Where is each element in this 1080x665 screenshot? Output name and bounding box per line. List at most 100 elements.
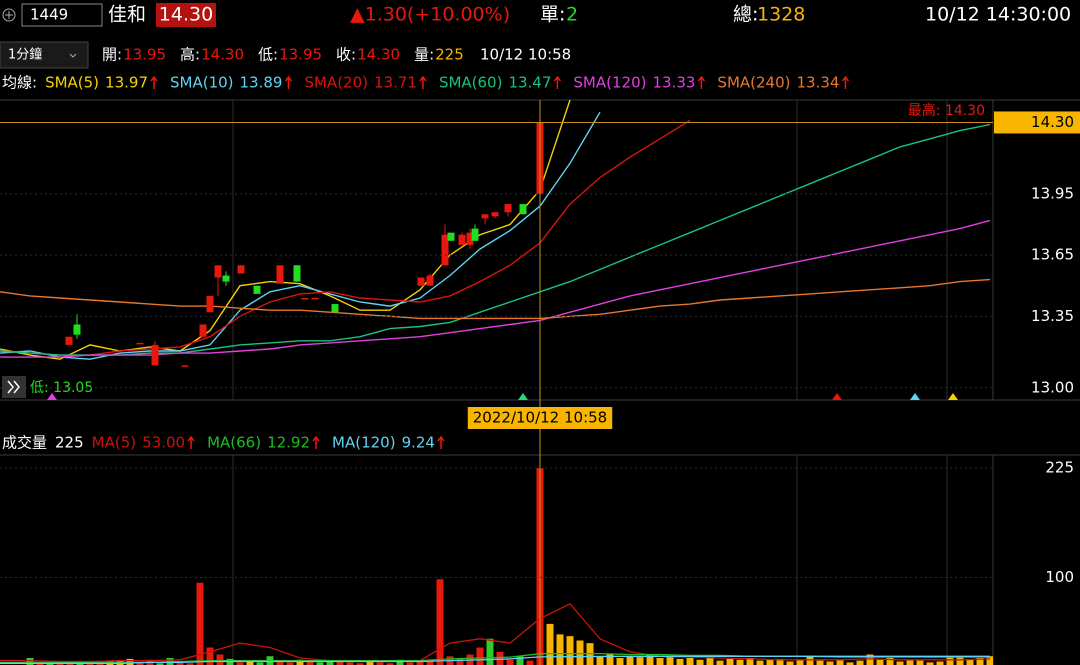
legend-value: 53.00 (142, 434, 185, 452)
volume-bar (616, 658, 624, 665)
volume-bar (136, 662, 144, 665)
legend-name: MA(66) (207, 434, 261, 452)
quote-label: 低: (258, 46, 278, 64)
quote-value: 13.95 (123, 46, 166, 64)
candle-body (181, 365, 189, 367)
y-tick-label: 225 (1045, 459, 1074, 477)
candle-body (237, 265, 245, 274)
candle-body (206, 295, 214, 313)
vertical-grid (232, 100, 948, 665)
change: ▲1.30(+10.00%) (350, 4, 510, 26)
candle-body (136, 342, 144, 345)
quote-label: 量: (414, 46, 434, 64)
price: 14.30 (159, 4, 213, 26)
quote-value: 225 (435, 46, 464, 64)
ma-line (0, 278, 991, 320)
price-plot (0, 100, 991, 367)
volume-bar (736, 659, 744, 665)
cursor-value: 14.30 (1031, 113, 1074, 131)
quote-time: 10/12 10:58 (480, 46, 571, 64)
volume-bar (96, 663, 104, 665)
ma-line (0, 123, 991, 356)
volume-bar (866, 654, 874, 665)
legend-name: SMA(20) (304, 74, 368, 92)
volume-bar (476, 647, 484, 665)
expand-button[interactable] (2, 376, 26, 398)
volume-bar (256, 662, 264, 665)
volume-bar (276, 660, 284, 665)
volume-bar (776, 658, 784, 665)
volume-bar (366, 661, 374, 665)
legend-value: 13.34 (796, 74, 839, 92)
volume-bar (496, 651, 504, 665)
volume-bar (596, 656, 604, 665)
trend-arrow (150, 75, 158, 89)
volume-bar (796, 659, 804, 665)
interval-dropdown[interactable]: 1分鐘 (0, 41, 89, 69)
volume-bar (296, 659, 304, 665)
volume-bar (326, 660, 334, 665)
y-tick-label: 13.65 (1031, 246, 1074, 264)
legend-name: SMA(240) (717, 74, 790, 92)
candle-body (151, 344, 159, 366)
volume-bar (46, 663, 54, 665)
cursor-date-box (467, 407, 613, 429)
volume-bar (546, 623, 554, 665)
quote-label: 開: (102, 46, 122, 64)
volume-plot (0, 468, 993, 665)
volume-bar (436, 579, 444, 665)
volume-bar (456, 658, 464, 665)
trend-arrow (419, 75, 427, 89)
trend-arrow (312, 435, 320, 449)
volume-bar (216, 654, 224, 665)
candle-body (481, 214, 489, 219)
volume-bar (676, 658, 684, 665)
candle-body (311, 297, 319, 300)
signal-markers (47, 393, 958, 400)
volume-bar (316, 662, 324, 665)
y-tick-label: 13.95 (1031, 184, 1074, 202)
trend-arrow (697, 75, 706, 89)
quote-items: 開: 13.95 高: 14.30 低: 13.95 收: 14.30 量: 225 (102, 46, 464, 64)
volume-bar (786, 661, 794, 665)
candle-body (73, 324, 81, 335)
candle-body (426, 275, 434, 286)
volume-bar (826, 661, 834, 665)
legend-value: 13.71 (374, 74, 417, 92)
trend-arrow (841, 75, 850, 89)
quote-value: 14.30 (201, 46, 244, 64)
ma-line (0, 111, 601, 360)
volume-bar (926, 662, 934, 665)
candle-body (504, 204, 512, 213)
trend-arrow (187, 435, 195, 449)
volume-bar (376, 662, 384, 665)
volume-bar (406, 662, 414, 665)
volume-bar (346, 662, 354, 665)
legend-value: 13.47 (508, 74, 551, 92)
legend-name: SMA(5) (45, 74, 99, 92)
volume-bar (306, 661, 314, 665)
volume-bar (236, 662, 244, 665)
single-value: 2 (566, 4, 578, 26)
volume-bar (576, 640, 584, 665)
volume-bar (896, 661, 904, 665)
y-tick-label: 13.00 (1031, 378, 1074, 396)
volume-bar (816, 660, 824, 665)
ma-line (0, 119, 691, 356)
candle-body (214, 265, 222, 278)
volume-bar (686, 658, 694, 665)
volume-bar (606, 654, 614, 665)
legend-value: 13.33 (652, 74, 695, 92)
legend-name: MA(5) (92, 434, 136, 452)
trend-arrow (437, 435, 445, 449)
candle-body (253, 285, 261, 294)
volume-bar (906, 659, 914, 665)
volume-bar (726, 658, 734, 665)
add-button[interactable] (2, 8, 16, 22)
legend-title: 成交量 (2, 434, 47, 452)
symbol-input[interactable] (21, 3, 103, 27)
quote-value: 14.30 (357, 46, 400, 64)
ma-line (0, 655, 990, 664)
volume-bar (486, 638, 494, 665)
candle-body (331, 304, 339, 313)
